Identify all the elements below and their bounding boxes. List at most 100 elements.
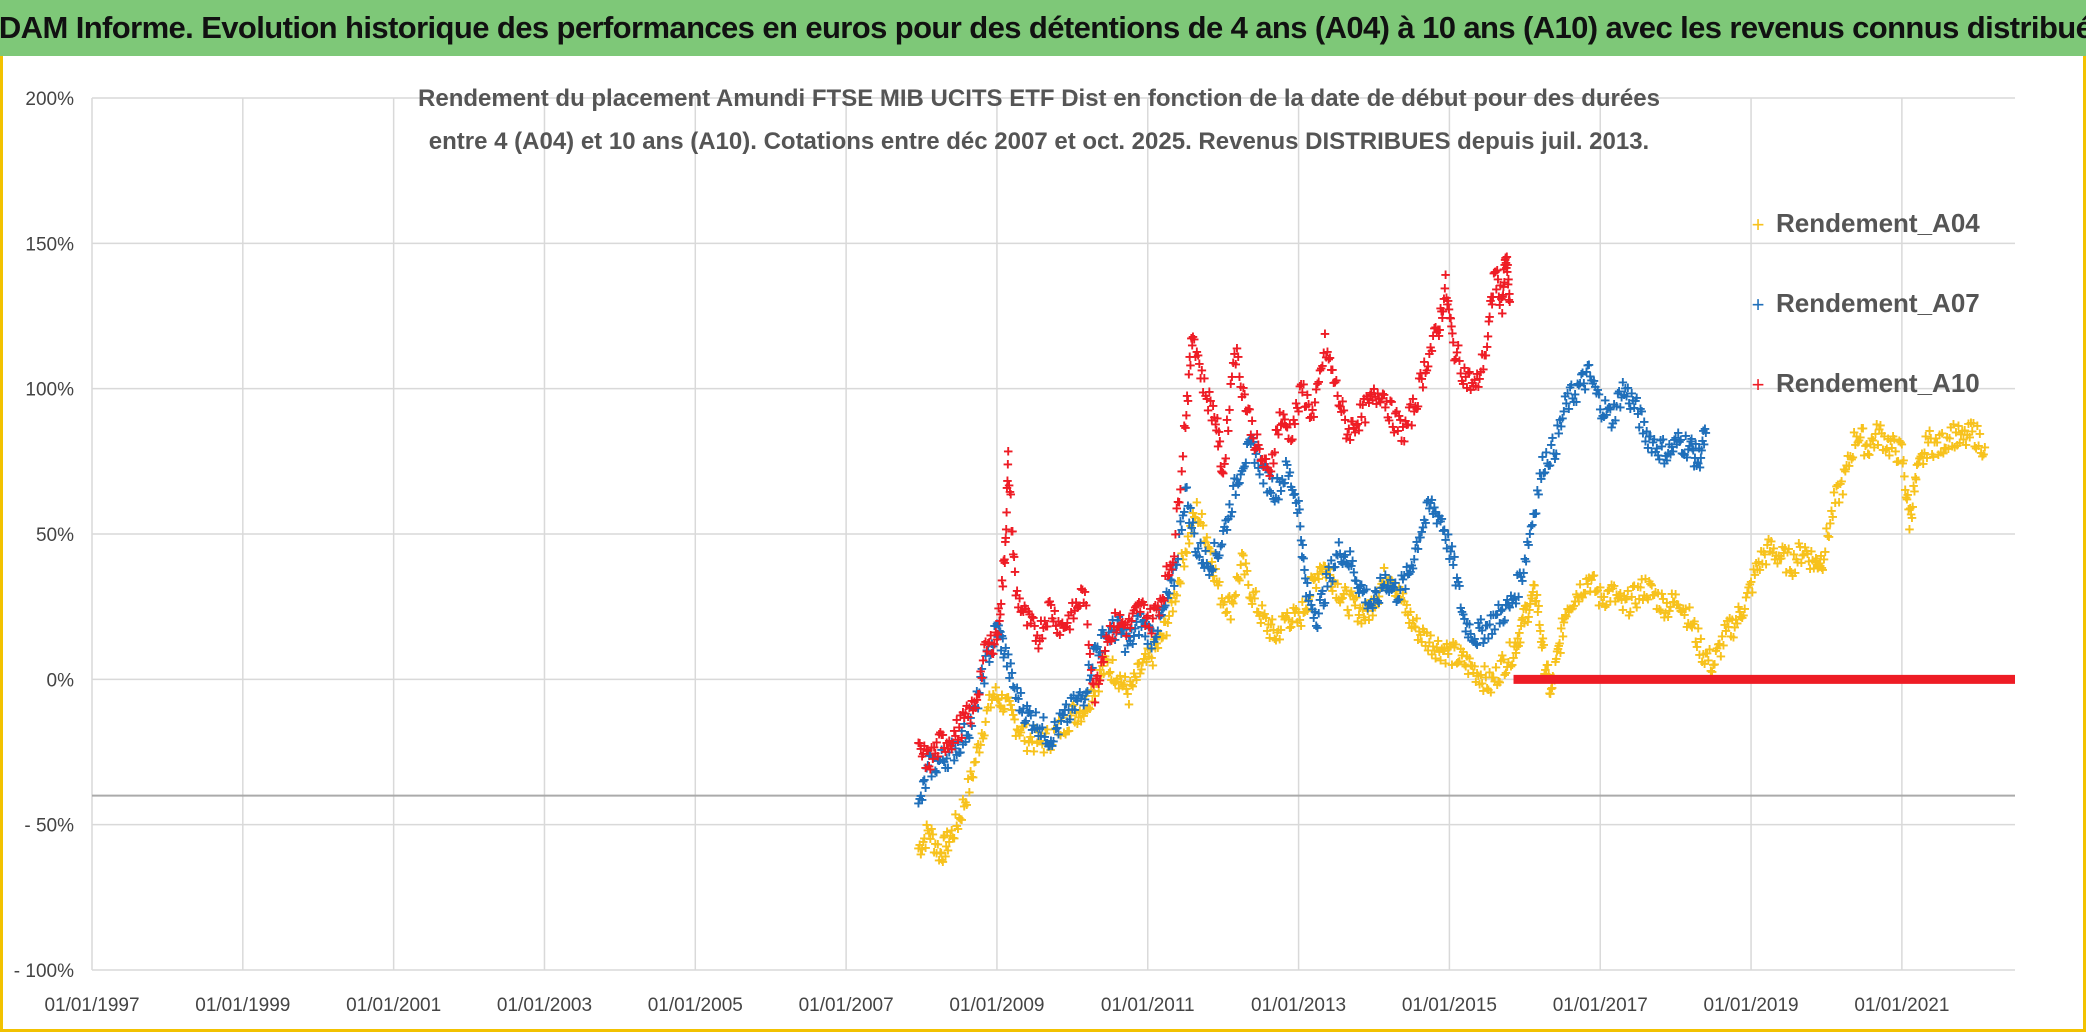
point-rendement_a07: + — [986, 646, 996, 665]
point-rendement_a04: + — [978, 729, 988, 748]
point-rendement_a04: + — [961, 793, 971, 812]
point-rendement_a10: + — [1194, 355, 1204, 374]
point-rendement_a10: + — [969, 693, 979, 712]
point-rendement_a04: + — [1343, 601, 1353, 620]
point-rendement_a04: + — [1969, 414, 1979, 433]
point-rendement_a10: + — [917, 747, 927, 766]
point-rendement_a04: + — [986, 698, 996, 717]
point-rendement_a04: + — [1573, 587, 1583, 606]
point-rendement_a10: + — [927, 738, 937, 757]
point-rendement_a04: + — [1507, 655, 1517, 674]
point-rendement_a04: + — [1157, 629, 1167, 648]
point-rendement_a04: + — [1695, 646, 1705, 665]
point-rendement_a04: + — [1814, 554, 1824, 573]
point-rendement_a04: + — [1767, 544, 1777, 563]
point-rendement_a04: + — [1076, 712, 1086, 731]
point-rendement_a04: + — [1155, 624, 1165, 643]
point-rendement_a07: + — [1374, 594, 1384, 613]
point-rendement_a10: + — [1129, 601, 1139, 620]
point-rendement_a04: + — [1754, 552, 1764, 571]
point-rendement_a07: + — [1576, 365, 1586, 384]
point-rendement_a07: + — [1375, 569, 1385, 588]
point-rendement_a04: + — [1353, 612, 1363, 631]
point-rendement_a07: + — [1424, 499, 1434, 518]
point-rendement_a07: + — [1145, 619, 1155, 638]
point-rendement_a04: + — [1960, 421, 1970, 440]
point-rendement_a04: + — [1144, 647, 1154, 666]
point-rendement_a10: + — [1439, 289, 1449, 308]
point-rendement_a10: + — [1168, 553, 1178, 572]
point-rendement_a04: + — [1794, 534, 1804, 553]
point-rendement_a07: + — [1506, 587, 1516, 606]
point-rendement_a07: + — [1139, 611, 1149, 630]
point-rendement_a07: + — [1030, 719, 1040, 738]
point-rendement_a07: + — [949, 751, 959, 770]
point-rendement_a10: + — [1186, 356, 1196, 375]
point-rendement_a07: + — [977, 660, 987, 679]
point-rendement_a10: + — [1001, 529, 1011, 548]
point-rendement_a07: + — [1189, 524, 1199, 543]
point-rendement_a04: + — [1496, 652, 1506, 671]
point-rendement_a04: + — [1074, 708, 1084, 727]
point-rendement_a04: + — [942, 822, 952, 841]
point-rendement_a07: + — [1204, 565, 1214, 584]
point-rendement_a04: + — [1889, 430, 1899, 449]
point-rendement_a10: + — [1094, 675, 1104, 694]
point-rendement_a07: + — [1321, 564, 1331, 583]
point-rendement_a10: + — [1202, 389, 1212, 408]
point-rendement_a04: + — [1872, 415, 1882, 434]
point-rendement_a04: + — [1897, 435, 1907, 454]
point-rendement_a04: + — [1438, 641, 1448, 660]
point-rendement_a04: + — [1098, 656, 1108, 675]
point-rendement_a04: + — [1237, 544, 1247, 563]
point-rendement_a04: + — [1434, 643, 1444, 662]
point-rendement_a04: + — [1109, 673, 1119, 692]
point-rendement_a04: + — [1165, 589, 1175, 608]
point-rendement_a07: + — [1060, 700, 1070, 719]
point-rendement_a10: + — [1320, 324, 1330, 343]
point-rendement_a10: + — [1040, 611, 1050, 630]
point-rendement_a04: + — [988, 685, 998, 704]
point-rendement_a07: + — [1186, 499, 1196, 518]
point-rendement_a07: + — [1584, 355, 1594, 374]
point-rendement_a10: + — [1049, 612, 1059, 631]
point-rendement_a07: + — [1237, 462, 1247, 481]
point-rendement_a04: + — [1868, 431, 1878, 450]
point-rendement_a10: + — [979, 635, 989, 654]
point-rendement_a10: + — [1277, 414, 1287, 433]
point-rendement_a10: + — [1033, 639, 1043, 658]
point-rendement_a04: + — [930, 834, 940, 853]
point-rendement_a07: + — [1387, 580, 1397, 599]
point-rendement_a10: + — [1302, 385, 1312, 404]
point-rendement_a07: + — [1236, 465, 1246, 484]
point-rendement_a04: + — [1946, 418, 1956, 437]
point-rendement_a04: + — [1612, 585, 1622, 604]
point-rendement_a04: + — [1796, 553, 1806, 572]
point-rendement_a04: + — [1910, 468, 1920, 487]
point-rendement_a10: + — [915, 734, 925, 753]
point-rendement_a07: + — [1468, 633, 1478, 652]
point-rendement_a07: + — [1689, 457, 1699, 476]
point-rendement_a04: + — [1798, 546, 1808, 565]
point-rendement_a07: + — [987, 634, 997, 653]
point-rendement_a10: + — [972, 691, 982, 710]
point-rendement_a10: + — [1480, 346, 1490, 365]
point-rendement_a04: + — [1008, 706, 1018, 725]
point-rendement_a07: + — [1683, 440, 1693, 459]
point-rendement_a10: + — [1466, 380, 1476, 399]
point-rendement_a07: + — [1694, 439, 1704, 458]
point-rendement_a07: + — [995, 622, 1005, 641]
point-rendement_a07: + — [1032, 719, 1042, 738]
point-rendement_a04: + — [1071, 703, 1081, 722]
point-rendement_a04: + — [943, 841, 953, 860]
point-rendement_a04: + — [936, 844, 946, 863]
point-rendement_a10: + — [1500, 256, 1510, 275]
point-rendement_a04: + — [1423, 641, 1433, 660]
point-rendement_a04: + — [1049, 720, 1059, 739]
point-rendement_a07: + — [1247, 429, 1257, 448]
point-rendement_a04: + — [1647, 576, 1657, 595]
point-rendement_a04: + — [1471, 672, 1481, 691]
point-rendement_a10: + — [1212, 409, 1222, 428]
point-rendement_a07: + — [952, 746, 962, 765]
point-rendement_a04: + — [1395, 590, 1405, 609]
